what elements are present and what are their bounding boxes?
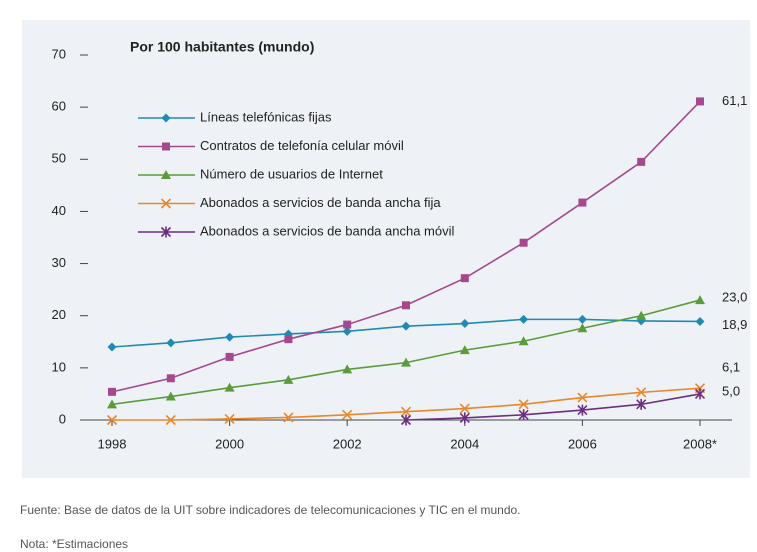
point [636, 387, 647, 398]
series-line [405, 393, 701, 421]
point [577, 323, 588, 333]
point [577, 314, 587, 324]
point [577, 392, 588, 403]
legend-marker [160, 226, 172, 238]
chart-title: Por 100 habitantes (mundo) [130, 39, 314, 55]
legend-label: Número de usuarios de Internet [200, 166, 383, 181]
y-tick-label: 20 [52, 307, 66, 322]
point [166, 338, 176, 348]
data-label: 5,0 [722, 383, 740, 398]
point [460, 319, 470, 329]
point [107, 399, 117, 409]
point [400, 406, 412, 417]
point [460, 274, 469, 283]
x-tick-label: 2000 [215, 436, 244, 451]
point [166, 374, 175, 383]
point [577, 404, 588, 416]
legend-marker [160, 198, 172, 209]
data-label: 6,1 [722, 360, 740, 375]
point [519, 314, 529, 324]
y-tick-label: 70 [52, 46, 66, 61]
point [108, 387, 116, 396]
legend-label: Contratos de telefonía celular móvil [200, 138, 404, 153]
point [459, 403, 470, 414]
point [636, 310, 647, 320]
legend-label: Abonados a servicios de banda ancha móvi… [200, 223, 454, 238]
point [401, 321, 411, 331]
point [694, 388, 706, 400]
point [518, 399, 529, 410]
point [637, 157, 646, 166]
legend-marker [162, 142, 170, 151]
point [343, 320, 352, 329]
y-tick-label: 50 [52, 151, 66, 166]
point [284, 335, 293, 344]
note: Nota: *Estimaciones [20, 537, 128, 551]
data-label: 18,9 [722, 317, 747, 332]
point [283, 374, 294, 384]
point [695, 295, 705, 305]
x-tick-label: 2004 [450, 436, 479, 451]
point [578, 198, 587, 207]
legend-marker [161, 170, 171, 179]
data-label: 23,0 [722, 290, 747, 305]
point [459, 412, 470, 424]
source: Fuente: Base de datos de la UIT sobre in… [20, 503, 521, 517]
legend-marker [161, 113, 171, 123]
y-tick-label: 60 [52, 99, 66, 114]
chart-background [22, 20, 750, 478]
point [165, 391, 176, 401]
point [402, 301, 410, 310]
point [107, 342, 117, 352]
legend-label: Líneas telefónicas fijas [200, 109, 332, 124]
x-tick-label: 2008* [683, 436, 717, 451]
point [283, 412, 294, 423]
point [225, 352, 234, 361]
data-label: 61,1 [722, 93, 747, 108]
legend-label: Abonados a servicios de banda ancha fija [200, 195, 441, 210]
x-tick-label: 2006 [568, 436, 597, 451]
y-tick-label: 0 [59, 411, 66, 426]
point [519, 238, 528, 247]
point [165, 414, 176, 426]
point [342, 364, 353, 374]
point [342, 326, 352, 336]
point [459, 345, 470, 355]
point [401, 357, 411, 367]
point [106, 414, 118, 426]
point [695, 316, 705, 326]
point [636, 398, 647, 410]
point [696, 97, 704, 106]
point [224, 413, 235, 425]
point [225, 332, 235, 342]
point [518, 409, 529, 421]
point [224, 382, 235, 392]
y-tick-label: 40 [52, 203, 66, 218]
x-tick-label: 1998 [98, 436, 127, 451]
x-tick-label: 2002 [333, 436, 362, 451]
y-tick-label: 10 [52, 359, 66, 374]
y-tick-label: 30 [52, 255, 66, 270]
point [400, 414, 412, 426]
point [518, 336, 529, 346]
point [342, 409, 353, 420]
